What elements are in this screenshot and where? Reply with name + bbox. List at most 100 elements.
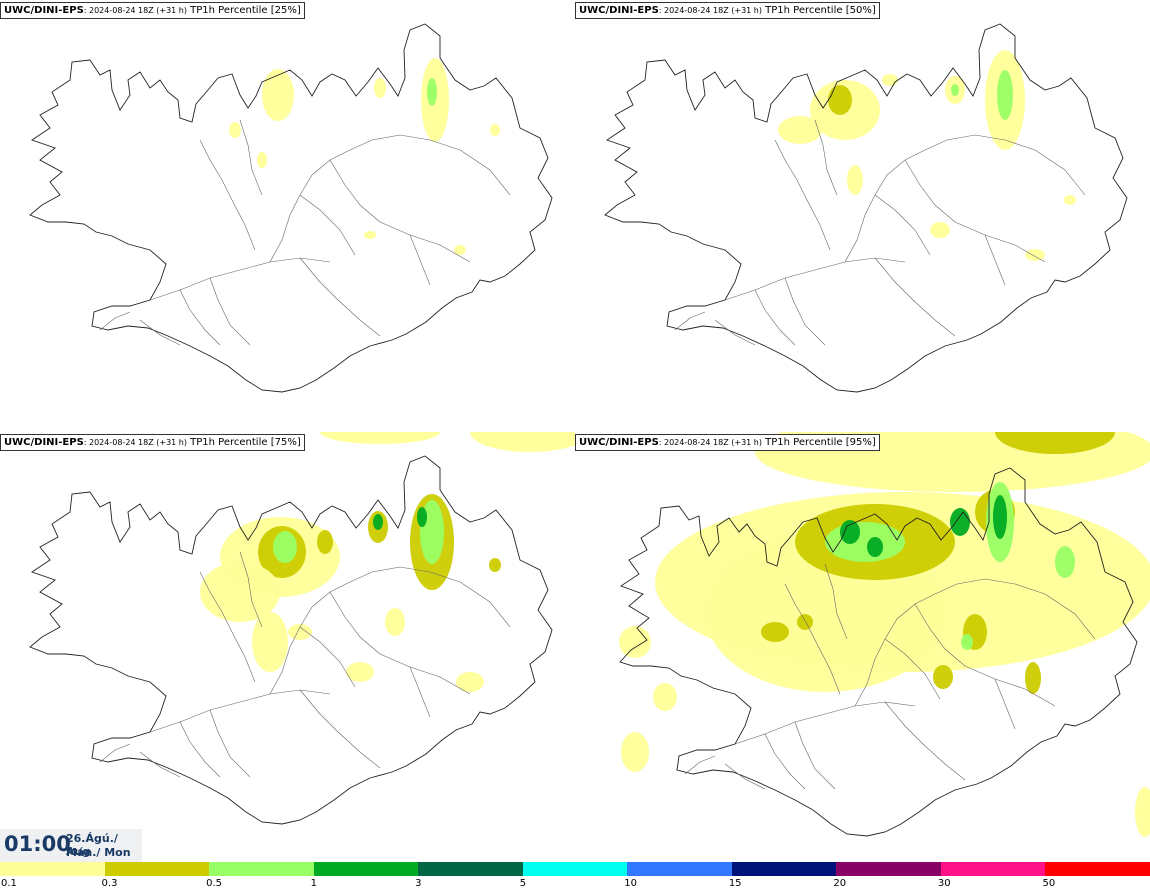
run-info: : 2024-08-24 18Z (+31 h) — [658, 438, 762, 447]
boundary-line — [714, 319, 756, 346]
precipitation-area — [1055, 546, 1075, 578]
precipitation-area — [933, 665, 953, 689]
iceland-map-p95 — [619, 432, 1150, 837]
precipitation-area — [489, 558, 501, 572]
legend-swatch — [731, 862, 837, 876]
precipitation-legend: 0.1 0.3 0.5 1 3 5 10 15 20 30 50 — [0, 862, 1150, 891]
precipitation-area — [797, 614, 813, 630]
boundary-line — [684, 755, 716, 775]
precipitation-area — [621, 732, 649, 772]
coastline — [604, 23, 1128, 393]
precipitation-area — [320, 432, 440, 444]
precipitation-area — [993, 495, 1007, 539]
boundary-line — [299, 689, 381, 769]
precipitation-area — [778, 116, 822, 144]
legend-swatch — [627, 862, 733, 876]
map-panel-p75: UWC/DINI-EPS: 2024-08-24 18Z (+31 h) TP1… — [0, 432, 575, 864]
model-name: UWC/DINI-EPS — [579, 5, 659, 16]
boundary-line — [139, 751, 181, 778]
coastline — [29, 455, 553, 825]
precipitation-area — [427, 78, 437, 106]
legend-label: 30 — [937, 878, 951, 889]
legend-swatch — [940, 862, 1046, 876]
precipitation-area — [364, 231, 376, 239]
precipitation-area — [825, 522, 905, 562]
boundary-line — [199, 571, 256, 683]
boundary-line — [784, 583, 841, 695]
precipitation-area — [761, 622, 789, 642]
precipitation-area — [1025, 662, 1041, 694]
precipitation-area — [470, 432, 575, 452]
boundary-line — [874, 257, 956, 337]
boundary-line — [984, 234, 1006, 286]
legend-swatch — [836, 862, 942, 876]
model-name: UWC/DINI-EPS — [579, 437, 659, 448]
panel-title-p25: UWC/DINI-EPS: 2024-08-24 18Z (+31 h) TP1… — [0, 2, 305, 19]
boundary-line — [299, 194, 356, 256]
precipitation-area — [950, 508, 970, 536]
precipitation-area — [200, 562, 280, 622]
precipitation-area — [847, 165, 863, 195]
boundary-line — [99, 743, 131, 763]
precipitation-area — [252, 612, 288, 672]
boundary-line — [329, 159, 471, 263]
precipitation-area — [229, 122, 241, 138]
legend-label: 3 — [415, 878, 422, 889]
precipitation-area — [490, 124, 500, 136]
run-info: : 2024-08-24 18Z (+31 h) — [658, 6, 762, 15]
boundary-line — [994, 678, 1016, 730]
boundary-line — [754, 289, 796, 346]
precipitation-area — [257, 152, 267, 168]
precipitation-area — [1135, 787, 1150, 837]
field-name: TP1h Percentile [25%] — [186, 5, 301, 16]
boundary-line — [784, 277, 826, 346]
boundary-line — [349, 566, 511, 628]
boundary-line — [884, 701, 966, 781]
boundary-line — [924, 134, 1086, 196]
precipitation-area — [456, 672, 484, 692]
boundary-line — [934, 578, 1096, 640]
boundary-line — [139, 319, 181, 346]
boundary-line — [209, 709, 251, 778]
boundary-line — [409, 234, 431, 286]
coastline — [29, 23, 553, 393]
precipitation-area — [995, 432, 1115, 454]
boundary-line — [199, 139, 256, 251]
legend-swatch — [522, 862, 628, 876]
precipitation-area — [840, 520, 860, 544]
precipitation-area — [867, 537, 883, 557]
map-panel-p50: UWC/DINI-EPS: 2024-08-24 18Z (+31 h) TP1… — [575, 0, 1150, 432]
iceland-map-p25 — [29, 23, 553, 393]
boundary-line — [874, 194, 931, 256]
boundary-line — [734, 701, 916, 745]
boundary-line — [724, 763, 766, 790]
precipitation-area — [317, 530, 333, 554]
precipitation-area — [828, 85, 852, 115]
legend-swatch — [418, 862, 524, 876]
boundary-line — [824, 563, 848, 640]
boundary-line — [914, 603, 1056, 707]
boundary-line — [409, 666, 431, 718]
boundary-line — [239, 119, 263, 196]
legend-label: 0.5 — [206, 878, 222, 889]
precipitation-area — [619, 626, 651, 658]
model-name: UWC/DINI-EPS — [4, 437, 84, 448]
boundary-line — [724, 257, 906, 301]
precipitation-area — [454, 245, 466, 255]
precipitation-field — [619, 432, 1150, 837]
map-panel-p95: UWC/DINI-EPS: 2024-08-24 18Z (+31 h) TP1… — [575, 432, 1150, 864]
legend-swatch — [0, 862, 106, 876]
legend-label: 20 — [833, 878, 847, 889]
boundary-line — [329, 591, 471, 695]
precipitation-area — [346, 662, 374, 682]
run-info: : 2024-08-24 18Z (+31 h) — [83, 438, 187, 447]
precipitation-area — [882, 74, 898, 86]
iceland-map-p50 — [604, 23, 1128, 393]
legend-swatch — [313, 862, 419, 876]
boundary-line — [774, 139, 831, 251]
legend-label: 10 — [624, 878, 637, 889]
precipitation-area — [273, 531, 297, 563]
valid-time-box: 01:00 26.Ágú./ Aug Mán./ Mon — [0, 829, 142, 862]
precipitation-area — [373, 514, 383, 530]
boundary-line — [904, 159, 1046, 263]
